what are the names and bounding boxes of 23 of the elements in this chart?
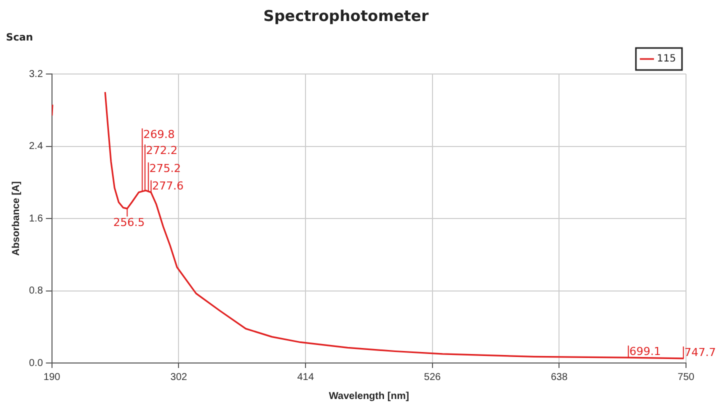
x-tick-label: 302 xyxy=(170,372,188,383)
y-tick-label: 1.6 xyxy=(28,213,44,224)
y-tick-label: 2.4 xyxy=(28,141,44,152)
y-tick-label: 0.8 xyxy=(28,286,44,296)
annotation: 256.5 xyxy=(113,216,145,229)
x-axis-title: Wavelength [nm] xyxy=(328,390,410,402)
x-tick-label: 638 xyxy=(550,372,568,383)
x-tick-label: 414 xyxy=(297,372,314,383)
annotation: 277.6 xyxy=(152,180,184,193)
x-tick-label: 190 xyxy=(44,372,61,383)
y-tick-label: 3.2 xyxy=(28,68,44,80)
x-tick-label: 526 xyxy=(424,372,442,383)
annotation: 747.7 xyxy=(684,346,716,359)
annotation: 699.1 xyxy=(629,344,661,358)
chart-title: Spectrophotometer xyxy=(263,6,430,25)
y-tick-label: 0.0 xyxy=(28,358,44,369)
legend-label: 115 xyxy=(656,54,676,65)
chart-subtitle: Scan xyxy=(6,32,33,44)
annotation: 269.8 xyxy=(143,128,175,141)
annotation: 275.2 xyxy=(149,162,181,175)
y-axis-title: Absorbance [A] xyxy=(10,181,22,256)
x-tick-label: 750 xyxy=(678,372,695,383)
annotation: 272.2 xyxy=(146,144,178,157)
